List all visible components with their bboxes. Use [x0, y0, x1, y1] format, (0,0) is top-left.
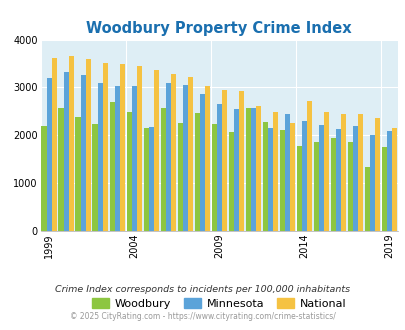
Bar	[126, 112, 131, 231]
Bar	[238, 91, 243, 231]
Title: Woodbury Property Crime Index: Woodbury Property Crime Index	[86, 21, 351, 36]
Bar	[187, 77, 192, 231]
Bar	[318, 125, 323, 231]
Bar	[131, 85, 136, 231]
Bar	[369, 135, 374, 231]
Bar	[47, 78, 51, 231]
Bar	[364, 167, 369, 231]
Bar	[211, 124, 216, 231]
Bar	[233, 109, 238, 231]
Bar	[267, 128, 272, 231]
Bar	[64, 72, 68, 231]
Bar	[289, 123, 294, 231]
Bar	[284, 114, 289, 231]
Bar	[109, 102, 114, 231]
Bar	[204, 85, 209, 231]
Bar	[216, 104, 221, 231]
Bar	[80, 75, 85, 231]
Bar	[352, 126, 357, 231]
Bar	[136, 66, 141, 231]
Bar	[177, 123, 182, 231]
Bar	[228, 132, 233, 231]
Bar	[143, 128, 148, 231]
Bar	[391, 128, 396, 231]
Bar	[102, 63, 108, 231]
Bar	[296, 146, 301, 231]
Bar	[306, 101, 311, 231]
Bar	[279, 130, 284, 231]
Bar	[340, 114, 345, 231]
Bar	[51, 58, 57, 231]
Bar	[160, 108, 165, 231]
Bar	[262, 122, 267, 231]
Bar	[97, 83, 102, 231]
Bar	[255, 106, 260, 231]
Bar	[386, 131, 391, 231]
Bar	[85, 59, 91, 231]
Bar	[357, 114, 362, 231]
Bar	[171, 74, 175, 231]
Bar	[199, 94, 204, 231]
Bar	[245, 108, 250, 231]
Bar	[58, 108, 64, 231]
Bar	[374, 117, 379, 231]
Bar	[272, 112, 277, 231]
Bar	[250, 108, 255, 231]
Bar	[313, 142, 318, 231]
Bar	[221, 90, 226, 231]
Text: Crime Index corresponds to incidents per 100,000 inhabitants: Crime Index corresponds to incidents per…	[55, 285, 350, 294]
Bar	[165, 83, 171, 231]
Bar	[301, 121, 306, 231]
Bar	[148, 127, 153, 231]
Bar	[182, 85, 187, 231]
Bar	[335, 129, 340, 231]
Legend: Woodbury, Minnesota, National: Woodbury, Minnesota, National	[87, 294, 350, 314]
Bar	[92, 124, 97, 231]
Bar	[323, 112, 328, 231]
Bar	[75, 116, 80, 231]
Bar	[347, 142, 352, 231]
Text: © 2025 CityRating.com - https://www.cityrating.com/crime-statistics/: © 2025 CityRating.com - https://www.city…	[70, 313, 335, 321]
Bar	[41, 126, 47, 231]
Bar	[330, 138, 335, 231]
Bar	[68, 56, 74, 231]
Bar	[194, 113, 199, 231]
Bar	[119, 63, 124, 231]
Bar	[381, 147, 386, 231]
Bar	[114, 85, 119, 231]
Bar	[153, 70, 158, 231]
